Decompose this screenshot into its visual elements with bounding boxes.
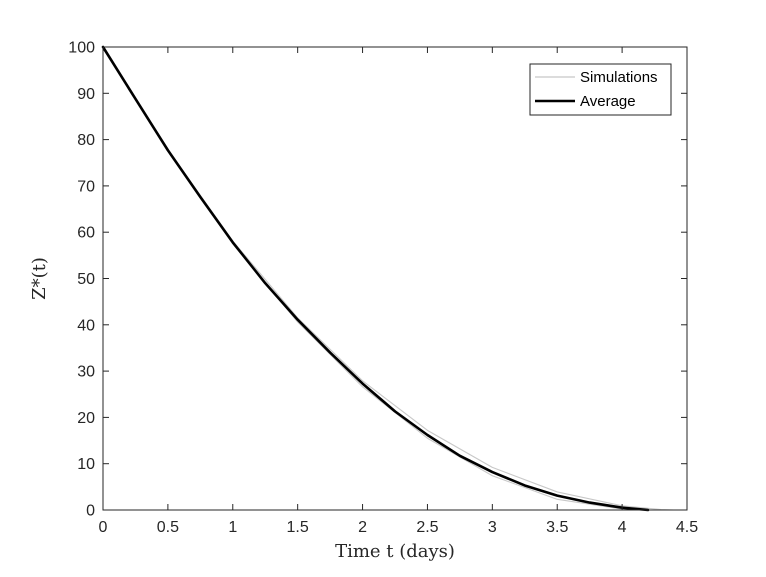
y-tick-label: 40 — [77, 317, 95, 334]
x-tick-label: 4.5 — [676, 519, 698, 536]
y-tick-label: 10 — [77, 456, 95, 473]
series-line-average — [101, 45, 650, 512]
y-tick-label: 20 — [77, 410, 95, 427]
x-tick-label: 1.5 — [287, 519, 309, 536]
x-tick-label: 3 — [488, 519, 497, 536]
y-tick-label: 80 — [77, 132, 95, 149]
y-axis-title: Z*(t) — [29, 257, 50, 300]
y-tick-label: 90 — [77, 86, 95, 103]
legend-simulations-label: Simulations — [580, 69, 658, 86]
x-tick-label: 2.5 — [416, 519, 438, 536]
y-tick-label: 30 — [77, 364, 95, 381]
ticks-layer: 0 0.5 1 1.5 2 2.5 3 3.5 4 4.5 0 10 20 30 40 50 60 70 80 90 1… — [68, 40, 698, 537]
legend-average-label: Average — [580, 93, 636, 110]
y-tick-label: 70 — [77, 178, 95, 195]
y-tick-label: 60 — [77, 225, 95, 242]
x-tick-label: 2 — [358, 519, 367, 536]
y-tick-label: 100 — [68, 40, 95, 57]
plot-area — [103, 47, 687, 510]
x-tick-label: 1 — [228, 519, 237, 536]
x-tick-label: 0.5 — [157, 519, 179, 536]
y-tick-label: 50 — [77, 271, 95, 288]
legend: Simulations Average — [529, 63, 672, 116]
x-tick-label: 3.5 — [546, 519, 568, 536]
y-tick-label: 0 — [86, 503, 95, 520]
legend-box — [529, 63, 672, 116]
x-axis-title: Time t (days) — [335, 541, 455, 562]
x-tick-label: 0 — [99, 519, 108, 536]
x-tick-label: 4 — [618, 519, 627, 536]
series-layer — [101, 45, 675, 512]
